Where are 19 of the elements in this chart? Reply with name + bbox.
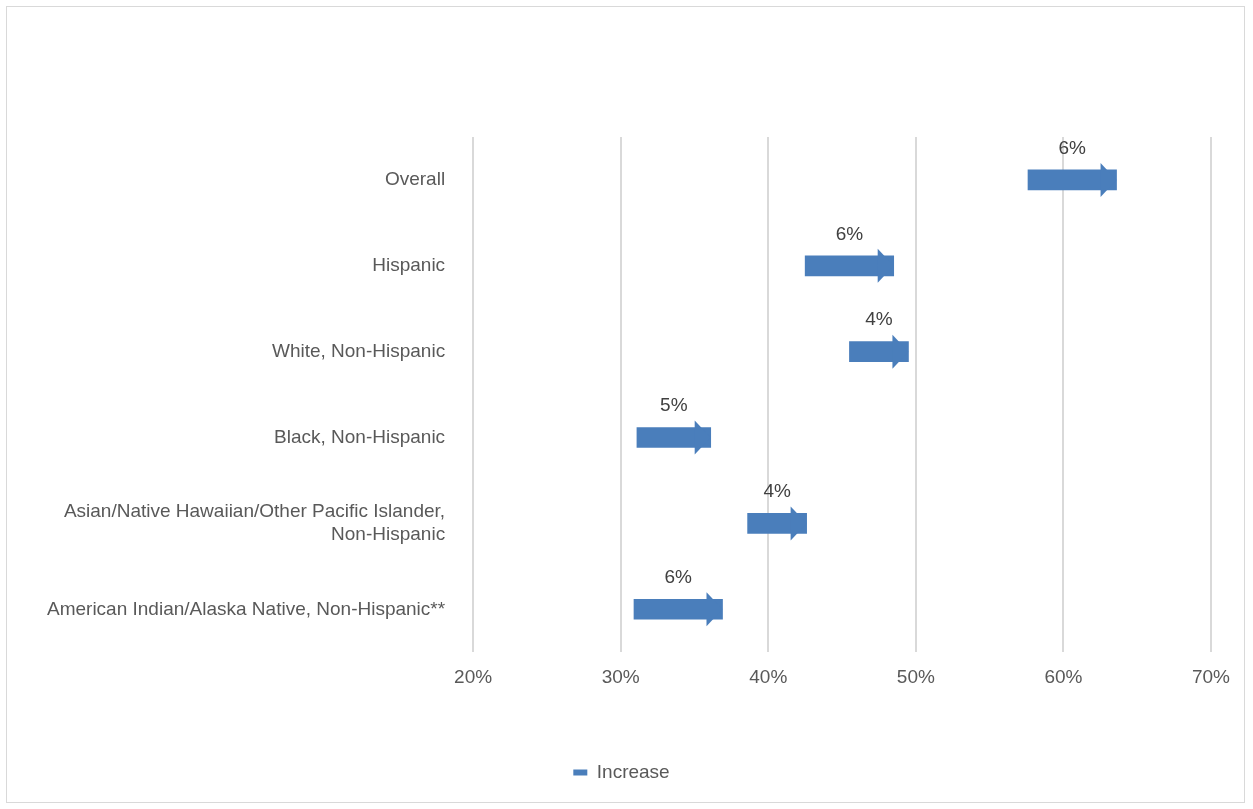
x-tick-label: 40% — [749, 665, 788, 687]
y-tick-label: American Indian/Alaska Native, Non-Hispanic** — [46, 597, 446, 619]
x-tick-label: 20% — [454, 665, 493, 687]
data-label: 4% — [865, 308, 893, 330]
y-tick-label: White, Non-Hispanic — [271, 339, 446, 361]
data-label: 5% — [660, 394, 688, 416]
x-tick-label: 70% — [1191, 665, 1231, 687]
y-tick-label: Asian/Native Hawaiian/Other Pacific Islander, Non-Hispanic — [63, 500, 446, 545]
x-tick-label: 50% — [896, 665, 935, 687]
data-label: 6% — [1058, 136, 1087, 158]
x-tick-label: 30% — [601, 665, 640, 687]
y-tick-label: Hispanic — [372, 254, 446, 276]
y-tick-label: Black, Non-Hispanic — [274, 425, 446, 447]
legend-label: Increase — [596, 760, 670, 782]
data-label: 6% — [664, 566, 693, 587]
x-tick-label: 60% — [1044, 665, 1083, 687]
y-tick-label: Overall — [384, 168, 446, 190]
data-label: 4% — [763, 480, 791, 502]
data-label: 6% — [835, 222, 864, 244]
